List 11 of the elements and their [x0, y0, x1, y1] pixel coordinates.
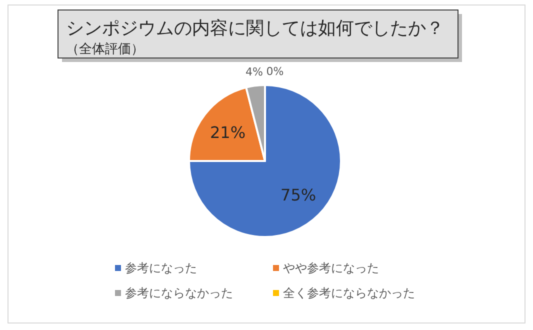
legend-label: 全く参考にならなかった [283, 286, 415, 300]
data-label: 4% [245, 66, 263, 79]
legend-label: やや参考になった [283, 261, 379, 275]
chart-title: シンポジウムの内容に関しては如何でしたか？ [66, 18, 444, 39]
data-label: 75% [280, 185, 316, 204]
pie-slice [188, 84, 342, 238]
chart-subtitle: （全体評価） [66, 42, 144, 57]
legend-label: 参考になった [125, 261, 197, 275]
text: 0% [266, 65, 284, 78]
legend-label: 参考にならなかった [125, 286, 233, 300]
data-label: 21% [210, 123, 246, 142]
